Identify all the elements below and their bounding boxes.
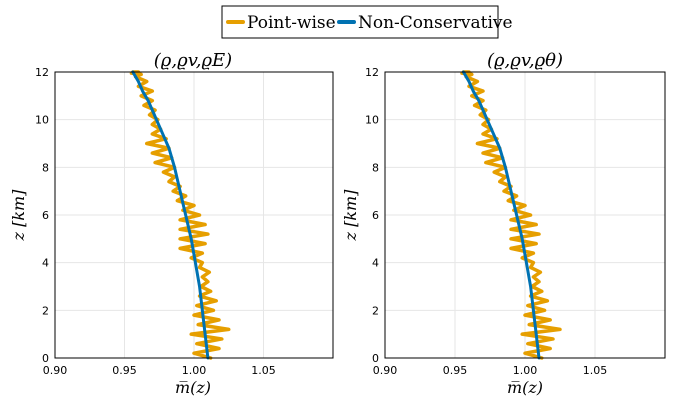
panel-right: (ϱ,ϱv,ϱθ) 0.90 0.95 1.00 1.05 0 2 4 6 8 10 12 m̅(z…: [341, 50, 666, 397]
panel-right-ytick-label: 0: [372, 352, 379, 365]
panel-left-series-non-conservative: [131, 70, 210, 360]
panel-right-xtick-label: 0.90: [373, 364, 398, 377]
panel-right-series: [460, 70, 562, 360]
panel-left-ytick-label: 2: [42, 304, 49, 317]
panel-left-frame: [54, 71, 334, 359]
panel-left-ytick-label: 8: [42, 161, 49, 174]
panel-right-ytick-label: 10: [365, 114, 379, 127]
panel-left-title: (ϱ,ϱv,ϱE): [154, 50, 232, 71]
panel-left-ylabel: z [km]: [9, 189, 28, 242]
panel-left-ytick-label: 12: [35, 66, 49, 79]
panel-left-xtick-label: 1.05: [251, 364, 276, 377]
panel-left-ticks: 0.90 0.95 1.00 1.05 0 2 4 6 8 10 12: [35, 66, 276, 377]
panel-right-ytick-label: 4: [372, 257, 379, 270]
panel-left-ytick-label: 0: [42, 352, 49, 365]
panel-right-ytick-label: 2: [372, 304, 379, 317]
panel-right-title: (ϱ,ϱv,ϱθ): [487, 50, 563, 71]
panel-left-series: [129, 70, 231, 360]
panel-left-ytick-label: 10: [35, 114, 49, 127]
panel-left-xtick-label: 1.00: [182, 364, 207, 377]
panel-right-ylabel: z [km]: [341, 189, 360, 242]
panel-left-xtick-label: 0.90: [43, 364, 68, 377]
panel-left-series-point-wise: [129, 70, 231, 360]
panel-right-frame: [384, 71, 666, 359]
panel-left-xtick-label: 0.95: [112, 364, 137, 377]
panel-left-xlabel: m̅(z): [175, 378, 211, 397]
panel-left-ytick-label: 6: [42, 209, 49, 222]
legend-label-point-wise: Point-wise: [247, 13, 336, 33]
panel-right-ticks: 0.90 0.95 1.00 1.05 0 2 4 6 8 10 12: [365, 66, 607, 377]
panel-right-xlabel: m̅(z): [507, 378, 543, 397]
panel-right-ytick-label: 6: [372, 209, 379, 222]
panel-right-ytick-label: 8: [372, 161, 379, 174]
panel-left-ytick-label: 4: [42, 257, 49, 270]
panel-right-xtick-label: 1.00: [513, 364, 538, 377]
panel-left: (ϱ,ϱv,ϱE) 0.90 0.95 1.00 1.05 0 2 4 6 8 10 12 m̅(z…: [9, 50, 334, 397]
legend-label-non-conservative: Non-Conservative: [358, 13, 513, 33]
panel-right-xtick-label: 1.05: [583, 364, 608, 377]
panel-right-ytick-label: 12: [365, 66, 379, 79]
legend: Point-wise Non-Conservative: [221, 5, 513, 39]
panel-right-series-point-wise: [460, 70, 562, 360]
legend-box: [221, 5, 499, 39]
panel-right-series-non-conservative: [461, 70, 541, 360]
panel-right-xtick-label: 0.95: [443, 364, 468, 377]
